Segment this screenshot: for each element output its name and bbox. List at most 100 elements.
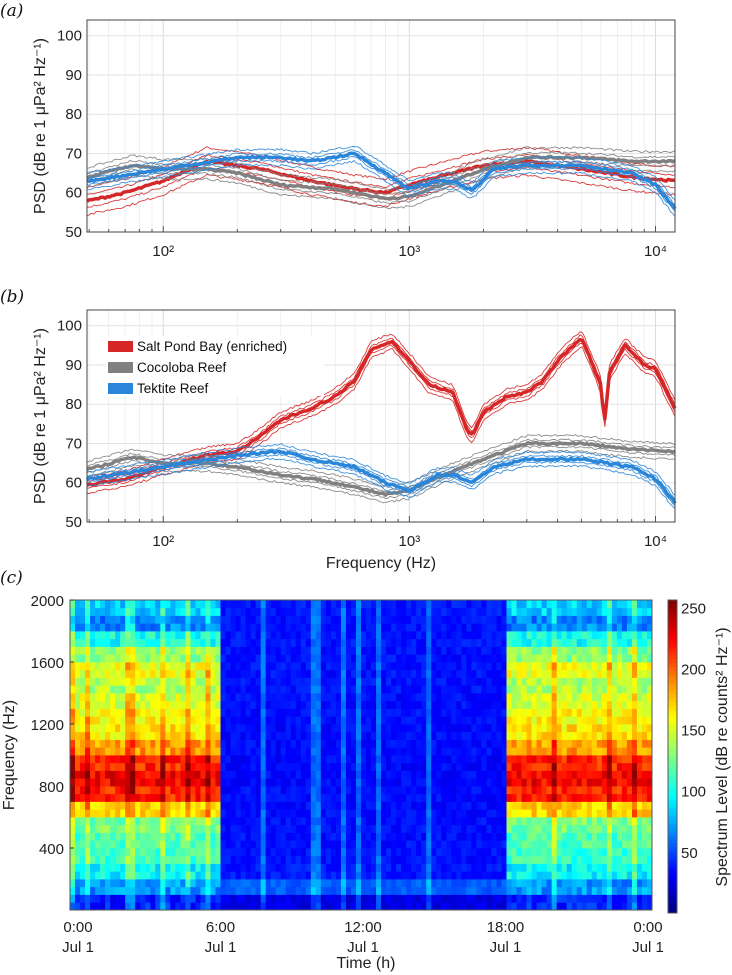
spectrogram-cell [386, 716, 392, 725]
spectrogram-cell [571, 615, 578, 624]
spectrogram-cell [366, 693, 372, 702]
spectrogram-cell [371, 638, 377, 647]
spectrogram-cell [456, 801, 462, 810]
spectrogram-cell [75, 855, 81, 864]
spectrogram-cell [511, 700, 517, 709]
spectrogram-cell [601, 809, 608, 818]
spectrogram-cell [416, 615, 422, 624]
spectrogram-cell [170, 615, 176, 624]
spectrogram-cell [155, 770, 161, 779]
spectrogram-cell [290, 770, 297, 779]
spectrogram-cell [516, 615, 522, 624]
spectrogram-cell [561, 871, 568, 880]
spectrogram-cell [636, 755, 643, 764]
spectrogram-cell [315, 731, 322, 740]
spectrogram-cell [130, 848, 136, 857]
spectrogram-cell [536, 817, 543, 826]
spectrogram-cell [230, 817, 236, 826]
spectrogram-cell [70, 863, 76, 872]
spectrogram-cell [100, 739, 106, 748]
spectrogram-cell [486, 654, 492, 663]
spectrogram-cell [345, 600, 352, 609]
spectrogram-cell [486, 685, 492, 694]
spectrogram-cell [310, 770, 317, 779]
spectrogram-cell [456, 886, 462, 895]
spectrogram-cell [140, 755, 146, 764]
spectrogram-cell [255, 778, 262, 787]
spectrogram-cell [320, 770, 327, 779]
spectrogram-cell [140, 724, 146, 733]
spectrogram-cell [516, 817, 522, 826]
spectrogram-cell [180, 716, 186, 725]
spectrogram-cell [536, 848, 543, 857]
spectrogram-cell [461, 871, 467, 880]
legend-background [106, 336, 324, 396]
spectrogram-cell [466, 817, 472, 826]
spectrogram-cell [325, 871, 332, 880]
spectrogram-cell [310, 669, 317, 678]
spectrogram-cell [340, 615, 347, 624]
spectrogram-cell [491, 631, 497, 640]
spectrogram-cell [506, 801, 512, 810]
spectrogram-cell [511, 817, 517, 826]
spectrogram-cell [115, 762, 121, 771]
spectrogram-cell [616, 716, 623, 725]
spectrogram-cell [481, 793, 487, 802]
spectrogram-cell [330, 724, 337, 733]
spectrogram-cell [165, 755, 171, 764]
spectrogram-cell [401, 600, 407, 609]
spectrogram-cell [406, 902, 412, 911]
spectrogram-cell [290, 600, 297, 609]
spectrogram-cell [521, 855, 527, 864]
spectrogram-cell [386, 817, 392, 826]
spectrogram-cell [636, 817, 643, 826]
spectrogram-cell [80, 623, 86, 632]
spectrogram-cell [446, 809, 452, 818]
spectrogram-cell [235, 708, 241, 717]
spectrogram-cell [190, 793, 196, 802]
spectrogram-cell [436, 786, 442, 795]
spectrogram-cell [361, 902, 367, 911]
spectrogram-cell [606, 840, 613, 849]
spectrogram-cell [526, 871, 532, 880]
spectrogram-cell [80, 731, 86, 740]
spectrogram-cell [646, 855, 653, 864]
spectrogram-cell [436, 677, 442, 686]
spectrogram-cell [486, 809, 492, 818]
spectrogram-cell [70, 716, 76, 725]
spectrogram-cell [275, 700, 282, 709]
spectrogram-cell [446, 646, 452, 655]
spectrogram-cell [551, 801, 558, 810]
spectrogram-cell [506, 871, 512, 880]
spectrogram-cell [255, 662, 262, 671]
spectrogram-cell [486, 848, 492, 857]
colorbar-segment [668, 752, 677, 757]
spectrogram-cell [325, 863, 332, 872]
spectrogram-cell [476, 677, 482, 686]
spectrogram-cell [265, 646, 272, 655]
spectrogram-cell [636, 855, 643, 864]
spectrogram-cell [641, 793, 648, 802]
spectrogram-cell [551, 662, 558, 671]
spectrogram-cell [616, 786, 623, 795]
spectrogram-cell [496, 677, 502, 686]
spectrogram-cell [496, 716, 502, 725]
spectrogram-cell [245, 840, 252, 849]
spectrogram-cell [376, 607, 382, 616]
spectrogram-cell [441, 685, 447, 694]
spectrogram-cell [531, 863, 538, 872]
panel-label-c: (c) [0, 568, 23, 588]
spectrogram-cell [431, 716, 437, 725]
spectrogram-cell [185, 832, 191, 841]
spectrogram-cell [180, 747, 186, 756]
spectrogram-cell [180, 724, 186, 733]
spectrogram-cell [421, 638, 427, 647]
colorbar-segment [668, 779, 677, 785]
spectrogram-cell [305, 747, 312, 756]
spectrogram-cell [70, 855, 76, 864]
spectrogram-cell [441, 646, 447, 655]
spectrogram-cell [345, 747, 352, 756]
spectrogram-cell [581, 662, 588, 671]
spectrogram-cell [556, 607, 563, 616]
